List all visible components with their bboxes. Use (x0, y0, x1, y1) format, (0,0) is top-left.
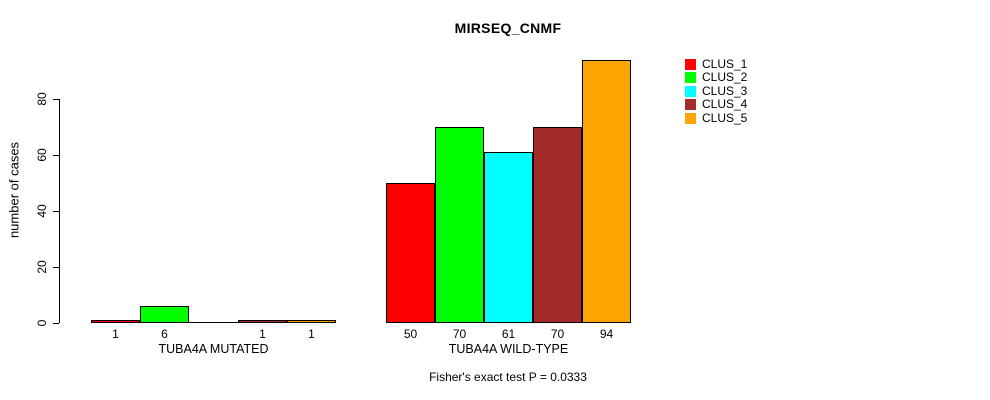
bar-clus_5 (582, 60, 631, 323)
bar-clus_3-zero (189, 322, 238, 323)
bar-value-label: 1 (259, 327, 266, 341)
bar-clus_2 (140, 306, 189, 323)
y-axis-tick (53, 98, 59, 100)
y-axis-label: number of cases (6, 141, 22, 239)
y-tick-label: 60 (35, 148, 49, 162)
y-tick-label: 80 (35, 92, 49, 106)
legend-swatch-clus_4 (685, 99, 696, 111)
legend-swatch-clus_5 (685, 112, 696, 124)
bar-clus_5 (287, 320, 336, 323)
bar-clus_1 (91, 320, 140, 323)
bar-value-label: 61 (501, 327, 516, 341)
x-group-label: TUBA4A WILD-TYPE (448, 342, 569, 356)
y-axis-tick (53, 154, 59, 156)
fisher-test-annotation: Fisher's exact test P = 0.0333 (429, 370, 587, 384)
y-axis-line (59, 99, 60, 323)
legend-label: CLUS_4 (702, 97, 748, 112)
legend-item-clus_3: CLUS_3 (685, 83, 748, 98)
legend-swatch-clus_1 (685, 59, 696, 70)
bar-clus_3 (484, 152, 533, 323)
y-tick-label: 0 (35, 319, 49, 327)
legend-label: CLUS_2 (702, 70, 748, 85)
y-axis-tick (53, 210, 59, 212)
bar-value-label: 70 (452, 327, 467, 341)
x-group-label: TUBA4A MUTATED (158, 342, 269, 356)
bar-clus_4 (238, 320, 287, 323)
legend-swatch-clus_2 (685, 72, 696, 84)
legend-item-clus_1: CLUS_1 (685, 57, 748, 71)
bar-value-label: 94 (599, 327, 614, 341)
bar-value-label: 6 (161, 327, 168, 341)
y-axis-tick (53, 322, 59, 324)
bar-value-label: 1 (112, 327, 119, 341)
bar-value-label: 50 (403, 327, 418, 341)
legend-label: CLUS_3 (702, 83, 748, 98)
bar-clus_4 (533, 127, 582, 323)
legend-swatch-clus_3 (685, 85, 696, 97)
bar-clus_1 (386, 183, 435, 323)
legend-label: CLUS_5 (702, 110, 748, 125)
legend-item-clus_4: CLUS_4 (685, 97, 748, 112)
legend-label: CLUS_1 (702, 57, 748, 71)
bar-value-label: 1 (308, 327, 315, 341)
legend-item-clus_5: CLUS_5 (685, 110, 748, 125)
y-tick-label: 20 (35, 260, 49, 274)
legend-item-clus_2: CLUS_2 (685, 70, 748, 85)
y-axis-tick (53, 266, 59, 268)
y-tick-label: 40 (35, 204, 49, 218)
chart-title: MIRSEQ_CNMF (454, 20, 562, 36)
bar-clus_2 (435, 127, 484, 323)
bar-value-label: 70 (550, 327, 565, 341)
